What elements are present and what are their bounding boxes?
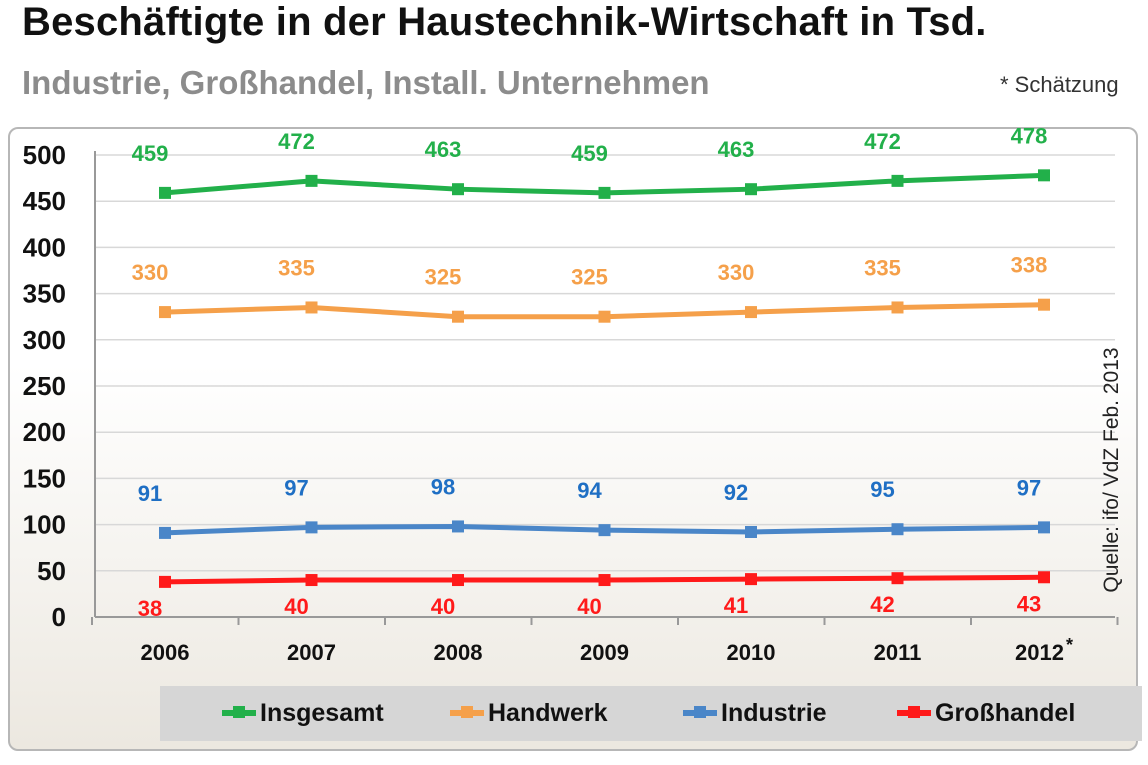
grid-lines	[95, 154, 1115, 572]
data-label: 43	[1017, 591, 1041, 616]
data-point	[159, 186, 171, 199]
data-label: 472	[864, 129, 901, 154]
y-tick-label: 400	[23, 232, 66, 262]
data-point	[745, 306, 757, 319]
y-tick-label: 300	[23, 325, 66, 355]
data-point	[891, 572, 904, 585]
y-tick-label: 50	[37, 556, 66, 586]
legend: Insgesamt Handwerk Industrie Großhandel	[160, 686, 1142, 741]
legend-label: Handwerk	[488, 698, 608, 727]
data-label: 459	[571, 141, 608, 166]
data-point	[305, 521, 318, 534]
legend-swatch-industrie	[683, 706, 717, 718]
data-label: 92	[724, 480, 748, 505]
data-point	[598, 310, 611, 323]
x-tick-label: 2009	[580, 640, 629, 665]
data-point	[305, 301, 318, 314]
chart-subtitle: Industrie, Großhandel, Install. Unterneh…	[22, 64, 710, 101]
data-label: 459	[132, 141, 169, 166]
data-point	[1038, 571, 1050, 584]
data-label: 97	[1017, 475, 1041, 500]
data-label: 94	[577, 478, 602, 503]
chart-title: Beschäftigte in der Haustechnik-Wirtscha…	[22, 0, 987, 44]
x-tick-label: 2007	[287, 640, 336, 665]
data-labels: 459 472 463 459 463 472 478 330 335 325 325 330 335 3…	[132, 123, 1048, 621]
data-label: 40	[431, 594, 455, 619]
data-point	[159, 575, 171, 588]
y-tick-label: 350	[23, 279, 66, 309]
data-label: 463	[718, 137, 755, 162]
legend-label: Insgesamt	[260, 698, 384, 727]
legend-swatch-handwerk	[450, 706, 484, 718]
data-label: 325	[425, 265, 462, 290]
data-point	[452, 574, 464, 587]
y-tick-label: 100	[23, 510, 66, 540]
estimate-note: * Schätzung	[1000, 72, 1119, 97]
data-label: 40	[284, 594, 308, 619]
data-label: 463	[425, 137, 462, 162]
data-point	[305, 174, 318, 187]
data-label: 478	[1011, 123, 1048, 148]
data-point	[1038, 521, 1050, 534]
data-label: 335	[864, 255, 901, 280]
data-point	[891, 301, 904, 314]
legend-label: Großhandel	[935, 698, 1076, 727]
data-point	[598, 574, 611, 587]
data-point	[891, 523, 904, 536]
data-point	[452, 310, 464, 323]
data-point	[598, 524, 611, 537]
data-point	[745, 525, 757, 538]
chart-frame	[8, 127, 1138, 751]
data-label: 97	[284, 475, 308, 500]
legend-swatch-insgesamt	[222, 706, 256, 718]
data-label: 40	[577, 594, 601, 619]
source-note: Quelle: ifo/ VdZ Feb. 2013	[1100, 347, 1123, 593]
data-label: 338	[1011, 253, 1048, 278]
x-tick-asterisk: *	[1066, 635, 1073, 655]
data-label: 38	[138, 596, 162, 621]
y-tick-label: 150	[23, 463, 66, 493]
data-label: 325	[571, 265, 608, 290]
legend-label: Industrie	[721, 698, 827, 727]
data-label: 95	[870, 477, 894, 502]
legend-item-insgesamt: Insgesamt	[222, 698, 384, 728]
legend-item-industrie: Industrie	[683, 698, 827, 728]
data-label: 335	[278, 255, 315, 280]
data-point	[159, 306, 171, 319]
data-point	[452, 183, 464, 196]
x-tick-label: 2012 *	[1015, 635, 1073, 665]
legend-swatch-grosshandel	[897, 706, 931, 718]
data-point	[305, 574, 318, 587]
y-tick-label: 200	[23, 417, 66, 447]
data-point	[745, 183, 757, 196]
data-point	[598, 186, 611, 199]
data-label: 42	[870, 592, 894, 617]
y-tick-label: 250	[23, 371, 66, 401]
series-lines	[159, 169, 1050, 588]
axes: 0 50 100 150 200 250 300 350 400 450 500 2006 2007 20…	[23, 140, 1119, 665]
x-tick-label: 2008	[434, 640, 483, 665]
data-point	[1038, 298, 1050, 311]
data-label: 91	[138, 481, 162, 506]
y-tick-label: 450	[23, 186, 66, 216]
data-label: 472	[278, 129, 315, 154]
legend-item-grosshandel: Großhandel	[897, 698, 1075, 728]
x-tick-label: 2011	[874, 640, 922, 665]
y-tick-label: 500	[23, 140, 66, 170]
data-point	[159, 526, 171, 539]
legend-item-handwerk: Handwerk	[450, 698, 607, 728]
data-point	[1038, 169, 1050, 182]
y-tick-label: 0	[52, 602, 66, 632]
data-label: 330	[132, 260, 169, 285]
data-label: 330	[718, 260, 755, 285]
data-point	[745, 573, 757, 586]
data-point	[891, 174, 904, 187]
x-tick-label: 2006	[141, 640, 190, 665]
data-label: 41	[724, 593, 748, 618]
x-tick-label: 2010	[727, 640, 776, 665]
data-label: 98	[431, 474, 455, 499]
data-point	[452, 520, 464, 533]
